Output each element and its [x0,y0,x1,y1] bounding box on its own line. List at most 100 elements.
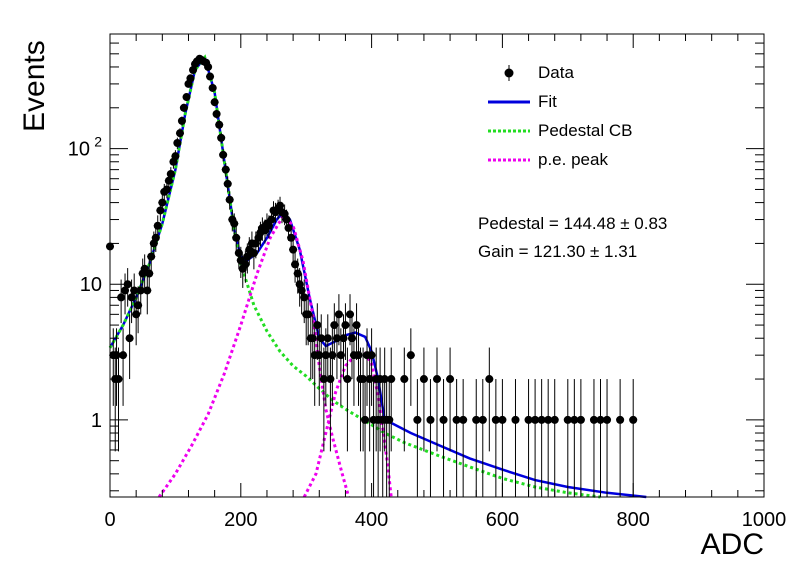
legend-label: Pedestal CB [538,120,633,140]
legend-marker [504,68,514,77]
data-point [267,215,276,224]
x-tick-label: 800 [617,509,650,531]
data-point [121,286,130,295]
data-point [173,139,182,148]
plot-frame [109,33,765,498]
x-tick-label: 1000 [742,509,787,531]
legend-entry: Fit [486,87,633,116]
data-point [511,415,520,424]
data-point [217,133,226,142]
data-point [171,152,180,161]
x-tick-label: 400 [355,509,388,531]
fit-stats-box: Pedestal = 144.48 ± 0.83 Gain = 121.30 ±… [478,210,667,266]
data-point [130,286,139,295]
data-point [563,415,572,424]
data-point [570,415,579,424]
data-point [221,165,230,174]
data-point [328,351,337,360]
data-point [629,415,638,424]
data-point [147,252,156,261]
data-point [230,219,239,228]
data-point [127,293,136,302]
data-point [317,334,326,343]
data-point [498,415,507,424]
data-point [426,415,435,424]
data-point [134,301,143,310]
data-point [334,310,343,319]
data-point [145,269,154,278]
data-point [341,321,350,330]
legend-entry: Pedestal CB [486,116,633,145]
legend-key [488,100,530,103]
data-point [616,415,625,424]
data-point [300,293,309,302]
data-point [210,98,219,107]
y-tick-label: 10 [80,274,102,296]
data-point [596,415,605,424]
data-point [232,233,241,242]
data-point [179,103,188,112]
data-point [446,375,455,384]
data-point [346,310,355,319]
data-point [223,179,232,188]
data-point [287,233,296,242]
data-point [264,221,273,230]
data-point [452,415,461,424]
data-point [459,415,468,424]
data-point [249,248,258,257]
y-axis-title: Events [18,40,51,132]
data-point [234,248,243,257]
data-point [282,215,291,224]
data-point [400,375,409,384]
data-point [524,415,533,424]
data-point [387,375,396,384]
data-point [589,415,598,424]
data-point [603,415,612,424]
data-point [313,321,322,330]
data-point [241,260,250,269]
data-point [156,206,165,215]
data-point [439,415,448,424]
data-point [117,293,126,302]
data-point [297,286,306,295]
data-point [153,221,162,230]
data-point [308,334,317,343]
data-point [385,415,394,424]
data-point [175,129,184,138]
data-point [304,310,313,319]
data-point [326,375,335,384]
data-point [143,286,152,295]
data-point [291,260,300,269]
legend-entry: p.e. peak [486,145,633,174]
data-point [293,269,302,278]
data-point [225,195,234,204]
legend-key [488,158,530,161]
legend: Data Fit Pedestal CB p.e. peak [486,58,633,174]
data-point [336,351,345,360]
data-point [406,351,415,360]
x-tick-label: 200 [224,509,257,531]
legend-key [488,129,530,132]
data-point [132,310,141,319]
data-point [219,150,228,159]
data-point [339,334,348,343]
x-axis-title: ADC [700,528,764,561]
data-point [289,245,298,254]
data-point [186,74,195,83]
data-point [361,415,370,424]
legend-key [504,64,514,81]
data-point [531,415,540,424]
data-point [284,223,293,232]
data-point [215,120,224,129]
legend-label: Data [538,62,574,82]
data-point [208,83,217,92]
data-point [491,415,500,424]
data-point [158,198,167,207]
data-point [433,375,441,384]
data-point [164,176,173,185]
data-point [354,351,363,360]
x-tick-label: 0 [104,509,115,531]
data-point [204,62,213,71]
data-point [413,415,422,424]
